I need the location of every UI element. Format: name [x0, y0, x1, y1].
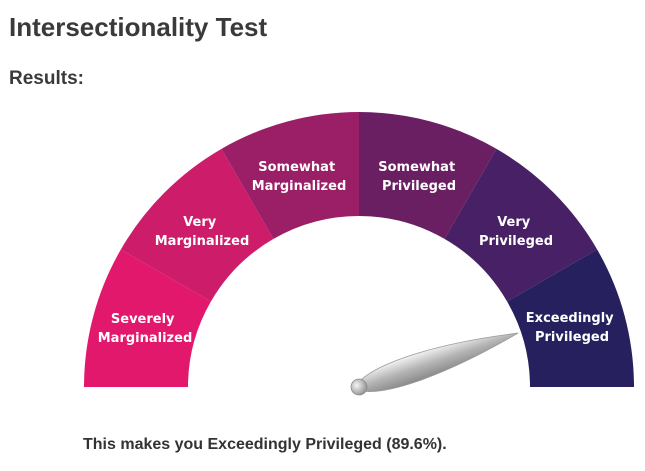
segment-label-exceedingly-privileged: Exceedingly Privileged: [526, 311, 618, 345]
needle-hub: [350, 378, 368, 396]
segment-label-somewhat-marginalized: Somewhat Marginalized: [252, 160, 347, 194]
gauge-segment-exceedingly-privileged: [507, 249, 634, 387]
gauge-segment-somewhat-privileged: [359, 112, 497, 239]
needle-blade: [357, 332, 519, 392]
segment-label-somewhat-privileged: Somewhat Privileged: [378, 160, 459, 194]
gauge-segment-severely-marginalized: [84, 249, 211, 387]
segment-label-very-privileged: Very Privileged: [479, 215, 553, 249]
gauge-segment-very-marginalized: [120, 148, 274, 302]
segment-label-very-marginalized: Very Marginalized: [155, 215, 250, 249]
gauge-segment-very-privileged: [444, 148, 598, 302]
page-title: Intersectionality Test: [9, 12, 268, 42]
result-summary: This makes you Exceedingly Privileged (8…: [83, 436, 447, 453]
gauge-needle: [350, 332, 519, 396]
gauge-segment-somewhat-marginalized: [221, 112, 359, 239]
results-heading: Results:: [9, 68, 84, 89]
segment-label-severely-marginalized: Severely Marginalized: [98, 312, 193, 346]
